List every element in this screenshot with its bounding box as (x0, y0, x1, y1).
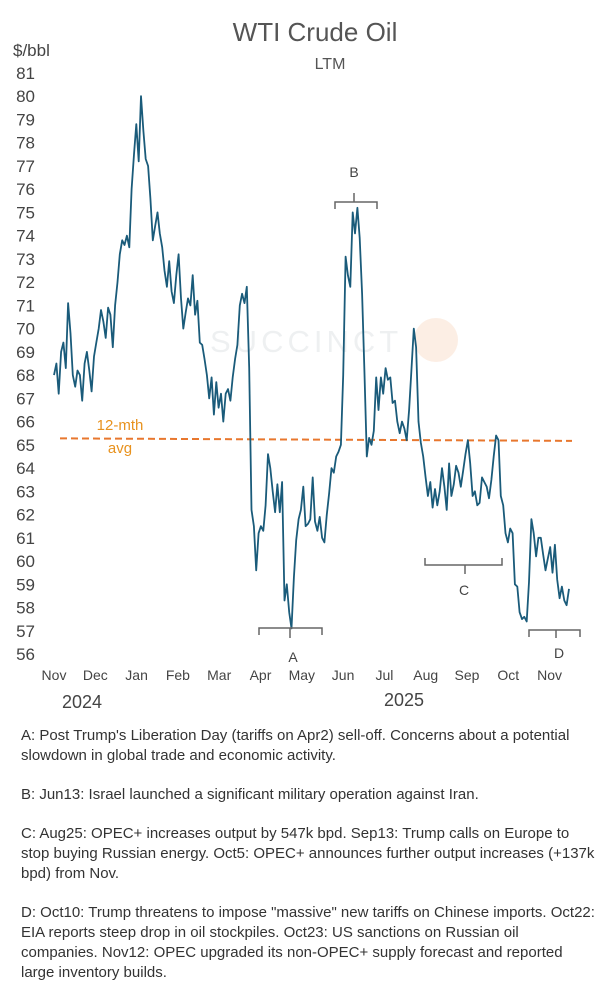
y-tick-label: 74 (16, 227, 35, 246)
note-b: B: Jun13: Israel launched a significant … (21, 786, 479, 803)
x-tick-label: Jan (125, 667, 148, 683)
y-tick-label: 72 (16, 273, 35, 292)
y-tick-label: 59 (16, 575, 35, 594)
y-tick-label: 58 (16, 599, 35, 618)
annotation-b-bracket (334, 193, 378, 209)
y-tick-label: 57 (16, 622, 35, 641)
annotation-d-label: D (554, 645, 564, 661)
x-tick-label: Nov (537, 667, 562, 683)
y-tick-label: 67 (16, 389, 35, 408)
x-tick-label: Nov (42, 667, 67, 683)
x-tick-label: May (289, 667, 315, 683)
x-tick-label: Sep (455, 667, 480, 683)
year-label-2024: 2024 (62, 692, 102, 712)
chart-title: WTI Crude Oil (233, 17, 398, 47)
annotation-d: D (528, 629, 581, 661)
annotation-c-bracket (424, 558, 503, 574)
chart-subtitle: LTM (315, 56, 346, 73)
x-tick-label: Feb (166, 667, 190, 683)
series-line-wti (53, 95, 570, 630)
y-tick-label: 68 (16, 366, 35, 385)
y-tick-label: 79 (16, 110, 35, 129)
y-axis-label: $/bbl (13, 41, 50, 60)
x-tick-label: Jun (332, 667, 355, 683)
y-tick-label: 69 (16, 343, 35, 362)
watermark: SUCCINCT (210, 318, 458, 362)
y-tick-label: 60 (16, 552, 35, 571)
annotation-a: A (258, 627, 323, 665)
avg-label-line2: avg (108, 440, 132, 457)
y-tick-label: 66 (16, 413, 35, 432)
note-d: D: Oct10: Trump threatens to impose "mas… (21, 904, 595, 981)
notes: A: Post Trump's Liberation Day (tariffs … (21, 726, 596, 1002)
watermark-text: SUCCINCT (210, 324, 402, 359)
y-tick-label: 81 (16, 64, 35, 83)
annotation-a-label: A (288, 649, 298, 665)
watermark-logo-icon (414, 318, 458, 362)
x-tick-labels: Nov Dec Jan Feb Mar Apr May Jun Jul Aug Sep Oct Nov (42, 667, 563, 683)
y-tick-label: 61 (16, 529, 35, 548)
x-tick-label: Apr (250, 667, 272, 683)
y-tick-label: 70 (16, 320, 35, 339)
y-tick-label: 75 (16, 203, 35, 222)
y-tick-label: 71 (16, 296, 35, 315)
y-tick-label: 76 (16, 180, 35, 199)
chart-svg: SUCCINCT WTI Crude Oil LTM $/bbl 5657585… (13, 17, 581, 712)
annotation-c: C (424, 558, 503, 598)
y-tick-label: 62 (16, 506, 35, 525)
y-tick-label: 56 (16, 645, 35, 664)
year-label-2025: 2025 (384, 690, 424, 710)
note-c: C: Aug25: OPEC+ increases output by 547k… (21, 825, 595, 882)
annotation-b: B (334, 164, 378, 209)
avg-line (59, 437, 573, 442)
x-tick-label: Dec (83, 667, 108, 683)
annotation-a-bracket (258, 627, 323, 638)
x-tick-label: Mar (207, 667, 231, 683)
annotation-c-label: C (459, 582, 469, 598)
x-tick-label: Oct (497, 667, 519, 683)
y-tick-label: 73 (16, 250, 35, 269)
y-tick-label: 80 (16, 87, 35, 106)
y-tick-label: 77 (16, 157, 35, 176)
y-tick-label: 78 (16, 134, 35, 153)
y-tick-label: 65 (16, 436, 35, 455)
annotation-d-bracket (528, 629, 581, 638)
y-tick-label: 63 (16, 482, 35, 501)
x-tick-label: Aug (413, 667, 438, 683)
y-tick-label: 64 (16, 459, 35, 478)
x-tick-label: Jul (375, 667, 393, 683)
annotation-b-label: B (349, 164, 358, 180)
y-tick-labels: 56 57 58 59 60 61 62 63 64 65 66 67 68 69 70 71 72 73 74 75… (16, 64, 35, 664)
note-a: A: Post Trump's Liberation Day (tariffs … (21, 727, 570, 764)
avg-label-line1: 12-mth (97, 417, 144, 434)
